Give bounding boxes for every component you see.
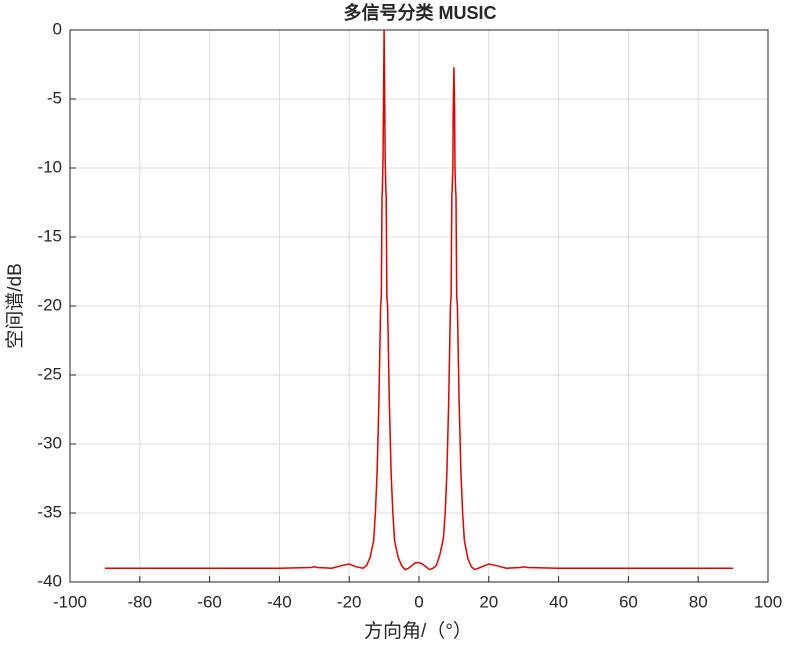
x-tick-label: -60 <box>197 592 222 611</box>
x-tick-label: -20 <box>337 592 362 611</box>
y-tick-label: -5 <box>47 88 62 107</box>
data-line <box>104 29 734 571</box>
chart-title: 多信号分类 MUSIC <box>344 2 497 23</box>
y-tick-label: -15 <box>37 226 62 245</box>
y-tick-label: -40 <box>37 571 62 590</box>
x-tick-label: 100 <box>754 592 782 611</box>
x-axis-label: 方向角/（°） <box>364 620 472 642</box>
x-tick-label: -80 <box>128 592 153 611</box>
y-tick-label: -20 <box>37 295 62 314</box>
x-tick-label: 80 <box>689 592 708 611</box>
x-tick-label: 0 <box>414 592 423 611</box>
y-tick-label: -10 <box>37 157 62 176</box>
y-tick-label: 0 <box>53 19 62 38</box>
x-tick-label: 40 <box>549 592 568 611</box>
x-tick-label: 20 <box>479 592 498 611</box>
x-tick-label: 60 <box>619 592 638 611</box>
x-tick-label: -100 <box>53 592 87 611</box>
y-tick-label: -30 <box>37 433 62 452</box>
y-tick-label: -25 <box>37 364 62 383</box>
plot-frame <box>69 29 769 583</box>
x-tick-label: -40 <box>267 592 292 611</box>
y-tick-label: -35 <box>37 502 62 521</box>
y-axis-label: 空间谱/dB <box>4 263 26 349</box>
